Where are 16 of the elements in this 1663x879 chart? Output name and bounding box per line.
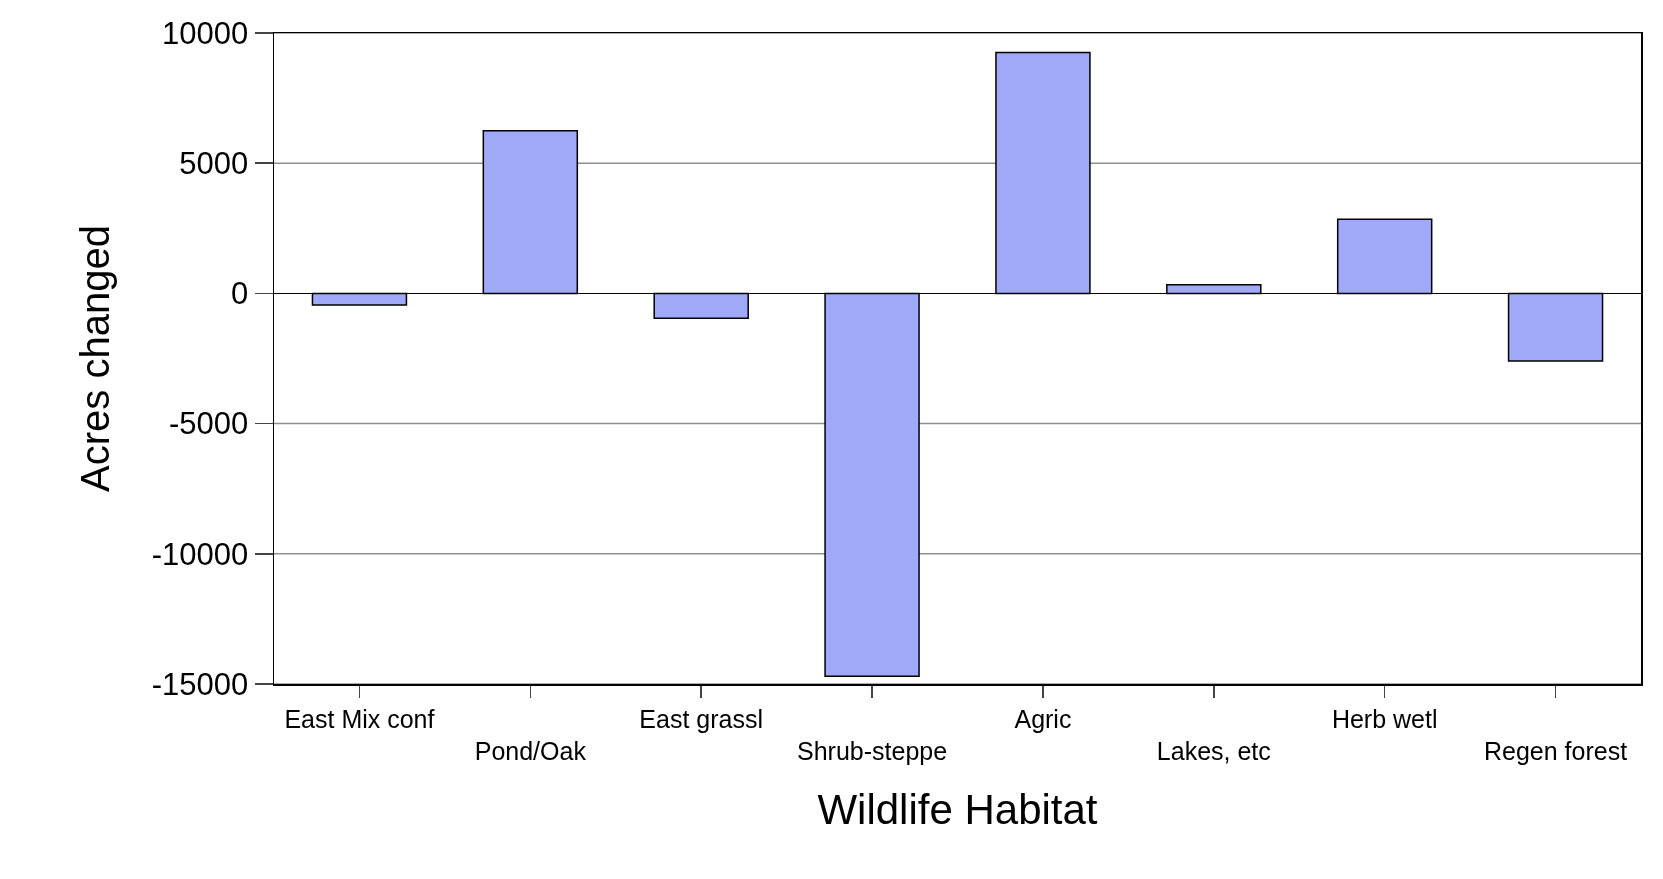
x-tick-label: East grassl: [639, 704, 764, 733]
x-tick-label: Agric: [1014, 704, 1072, 733]
x-tick-label: Pond/Oak: [474, 737, 587, 765]
y-tick-label: -10000: [151, 536, 249, 572]
y-tick-label: 5000: [179, 146, 249, 182]
y-tick-label: -15000: [151, 666, 249, 702]
x-tick-label: Shrub-steppe: [797, 737, 948, 765]
x-tick-label: Lakes, etc: [1156, 737, 1271, 765]
y-tick-label: -5000: [169, 406, 249, 442]
y-tick-label: 10000: [162, 15, 249, 51]
y-axis-title: Acres changed: [72, 225, 117, 492]
y-tick-label: 0: [231, 276, 249, 312]
x-tick-label: East Mix conf: [284, 704, 435, 733]
x-tick-label: Regen forest: [1483, 737, 1628, 765]
x-axis-title: Wildlife Habitat: [817, 785, 1098, 833]
x-tick-label: Herb wetl: [1331, 704, 1438, 733]
